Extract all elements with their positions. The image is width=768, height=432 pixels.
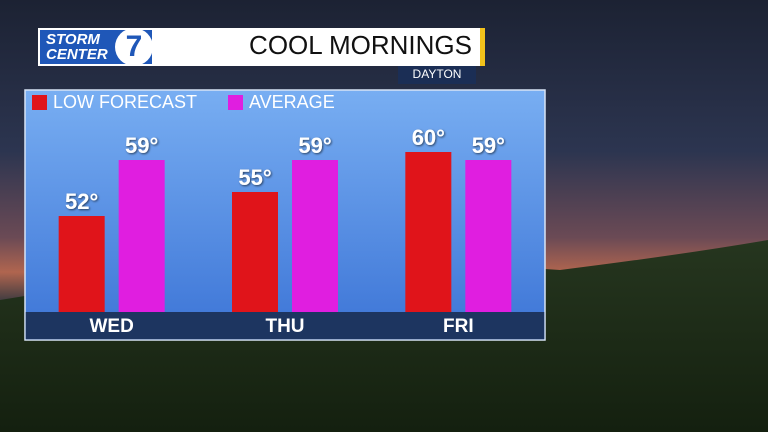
value-label: 60° (412, 125, 445, 150)
chart-subtitle: DAYTON (413, 67, 462, 81)
bar (465, 160, 512, 312)
value-label: 59° (298, 133, 331, 158)
header-accent (480, 28, 485, 66)
legend-swatch (228, 95, 243, 110)
x-tick-label: WED (90, 316, 134, 337)
legend-swatch (32, 95, 47, 110)
logo-circle (115, 28, 153, 66)
chart-title: COOL MORNINGS (249, 30, 472, 60)
logo-number: 7 (126, 30, 143, 63)
x-tick-label: THU (265, 316, 304, 337)
chart-panel (24, 89, 546, 341)
bar (118, 160, 165, 312)
x-tick-label: FRI (443, 316, 474, 337)
bar (292, 160, 338, 312)
legend-label: LOW FORECAST (53, 92, 197, 112)
bar (232, 192, 278, 312)
legend-label: AVERAGE (249, 92, 335, 112)
bar (405, 152, 452, 312)
value-label: 55° (238, 165, 271, 190)
logo-text: CENTER (46, 46, 108, 63)
chart: LOW FORECAST AVERAGE WED 52° 59° THU 55° 59° FRI… (32, 92, 512, 337)
bar (58, 216, 105, 312)
logo-text: STORM (46, 31, 100, 48)
subtitle-strip (398, 66, 476, 84)
value-label: 59° (472, 133, 505, 158)
category-strip (25, 312, 545, 340)
value-label: 59° (125, 133, 158, 158)
value-label: 52° (65, 189, 98, 214)
